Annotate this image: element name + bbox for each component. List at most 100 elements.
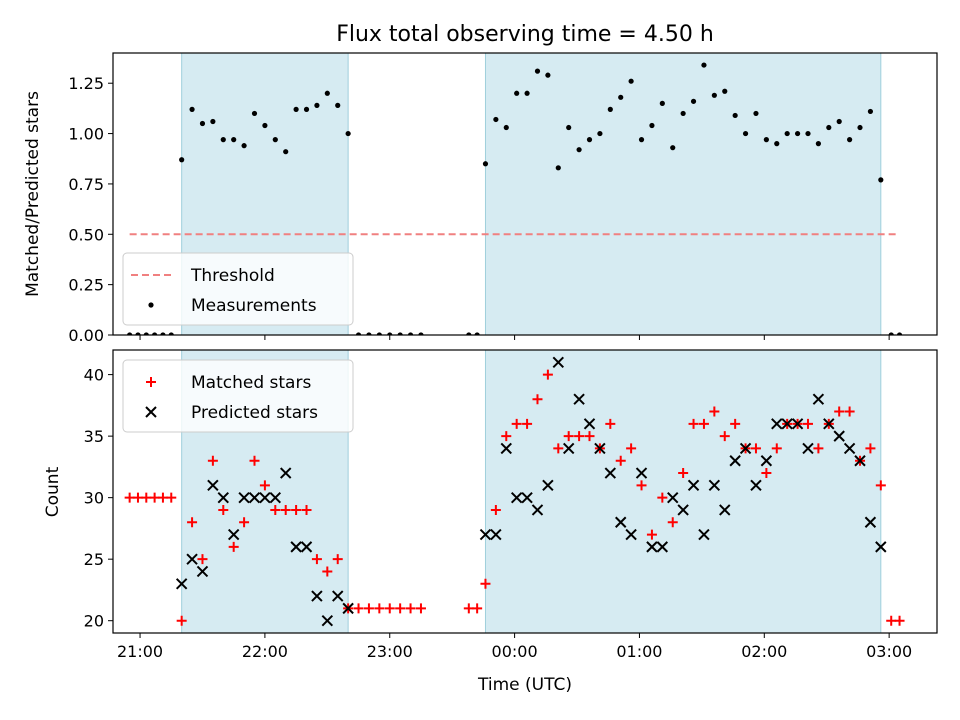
data-point [322, 566, 333, 577]
x-tick-label: 02:00 [741, 642, 787, 661]
data-point [355, 332, 362, 335]
legend-marker [145, 406, 157, 418]
legend-marker [148, 302, 154, 308]
data-point [636, 480, 647, 491]
x-tick-label: 22:00 [242, 642, 288, 661]
data-point [280, 504, 291, 515]
series-plus [124, 369, 905, 626]
data-point [878, 177, 884, 183]
data-point [472, 603, 483, 614]
data-point [646, 529, 657, 540]
data-point [189, 106, 195, 112]
data-point [127, 332, 133, 335]
data-point [503, 124, 509, 131]
bottom-panel: 21:00 22:00 23:00 00:00 01:00 02:00 03:00 20 25 3… [84, 349, 938, 661]
y-axis-label-bottom: Count [43, 466, 63, 517]
data-point [552, 356, 565, 369]
legend-label: Predicted stars [191, 403, 318, 423]
data-point [196, 565, 209, 578]
data-point [638, 137, 645, 143]
data-point [750, 443, 761, 454]
top-panel: 0.00 0.25 0.50 0.75 1.00 1.25 Threshold Measure… [68, 52, 938, 345]
data-point [135, 332, 141, 335]
data-point [771, 443, 782, 454]
data-point [176, 615, 187, 626]
data-point [844, 406, 855, 417]
data-point [618, 94, 624, 100]
data-point [524, 90, 530, 96]
data-point [646, 541, 658, 553]
x-tick-label: 03:00 [866, 642, 912, 661]
data-point [802, 442, 814, 455]
data-point [332, 590, 344, 602]
data-point [311, 554, 322, 565]
legend-box [122, 252, 354, 326]
data-point [332, 554, 343, 565]
data-point [531, 504, 544, 516]
y-tick-label: 0.00 [68, 326, 104, 345]
data-point [345, 130, 351, 137]
data-point [407, 332, 414, 335]
data-point [635, 467, 648, 479]
data-point [311, 590, 323, 602]
data-point [363, 603, 374, 614]
data-point [894, 615, 905, 626]
data-point [802, 418, 813, 429]
data-point [342, 602, 354, 615]
data-point [670, 145, 676, 151]
data-point [270, 504, 281, 515]
legend: Matched stars Predicted stars [122, 359, 354, 433]
data-point [562, 442, 575, 455]
data-point [784, 130, 790, 137]
data-point [574, 431, 585, 442]
data-point [207, 479, 219, 492]
data-point [293, 106, 299, 112]
shaded-interval-1 [485, 53, 881, 335]
data-point [231, 137, 237, 143]
data-point [262, 122, 268, 129]
data-point [376, 332, 382, 335]
data-point [405, 603, 416, 614]
data-point [857, 124, 863, 131]
data-point [415, 603, 426, 614]
data-point [688, 418, 699, 429]
chart-title: Flux total observing time = 4.50 h [336, 22, 714, 47]
data-point [729, 455, 741, 467]
data-point [272, 137, 278, 143]
y-tick-label: 30 [84, 489, 104, 508]
data-point [366, 332, 372, 335]
data-point [815, 141, 821, 147]
plot-area [124, 356, 905, 627]
data-point [248, 491, 261, 504]
data-point [175, 578, 188, 590]
legend-label: Threshold [190, 266, 275, 286]
data-point [511, 418, 522, 429]
data-point [761, 468, 772, 479]
data-point [687, 479, 700, 492]
data-point [166, 492, 177, 503]
data-point [480, 578, 491, 589]
data-point [490, 504, 501, 515]
data-point [742, 130, 749, 137]
data-point [239, 517, 250, 528]
data-point [594, 442, 606, 455]
data-point [625, 528, 637, 541]
data-point [750, 479, 762, 492]
data-point [534, 68, 541, 74]
data-point [888, 332, 894, 335]
legend-label: Measurements [191, 296, 317, 316]
data-point [667, 517, 678, 528]
data-point [283, 149, 289, 155]
data-point [418, 332, 424, 335]
data-point [753, 110, 759, 117]
data-point [522, 418, 533, 429]
data-point [739, 442, 752, 455]
data-point [542, 369, 553, 380]
data-point [324, 90, 330, 96]
data-point [249, 455, 260, 466]
data-point [730, 418, 741, 429]
data-point [397, 332, 403, 335]
data-point [555, 165, 561, 171]
data-point [698, 418, 709, 429]
data-point [823, 418, 835, 430]
